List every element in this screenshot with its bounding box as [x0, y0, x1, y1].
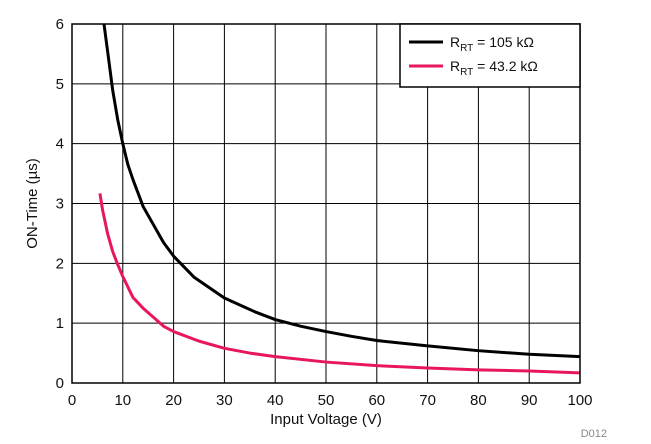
series-line-1: [102, 23, 581, 359]
x-tick-labels: 0 10 20 30 40 50 60 70 80 90 100: [68, 392, 593, 409]
y-axis-title: ON-Time (µs): [24, 158, 41, 249]
y-tick-label: 5: [56, 76, 64, 93]
x-tick-label: 50: [318, 392, 335, 409]
plot-border: [71, 23, 581, 384]
legend-label: RRT = 43.2 kΩ: [450, 58, 538, 78]
x-tick-label: 0: [68, 392, 76, 409]
series-line-2: [98, 193, 581, 375]
y-tick-label: 4: [56, 136, 64, 153]
y-tick-label: 0: [56, 375, 64, 392]
x-tick-label: 30: [216, 392, 233, 409]
legend-box: [399, 23, 581, 88]
x-tick-label: 40: [267, 392, 284, 409]
x-tick-label: 90: [521, 392, 538, 409]
x-tick-label: 70: [419, 392, 436, 409]
y-tick-labels: 0 1 2 3 4 5 6: [56, 16, 64, 392]
y-tick-label: 6: [56, 16, 64, 33]
x-tick-label: 80: [470, 392, 487, 409]
x-tick-label: 10: [114, 392, 131, 409]
x-tick-label: 100: [567, 392, 592, 409]
x-tick-label: 60: [368, 392, 385, 409]
y-tick-label: 2: [56, 255, 64, 272]
legend: RRT = 105 kΩ RRT = 43.2 kΩ: [399, 23, 581, 88]
y-tick-label: 1: [56, 315, 64, 332]
x-axis-title: Input Voltage (V): [270, 411, 382, 428]
series-layer: [98, 23, 581, 375]
x-tick-label: 20: [165, 392, 182, 409]
legend-label: RRT = 105 kΩ: [450, 34, 534, 54]
figure-code: D012: [581, 428, 607, 440]
y-tick-label: 3: [56, 196, 64, 213]
